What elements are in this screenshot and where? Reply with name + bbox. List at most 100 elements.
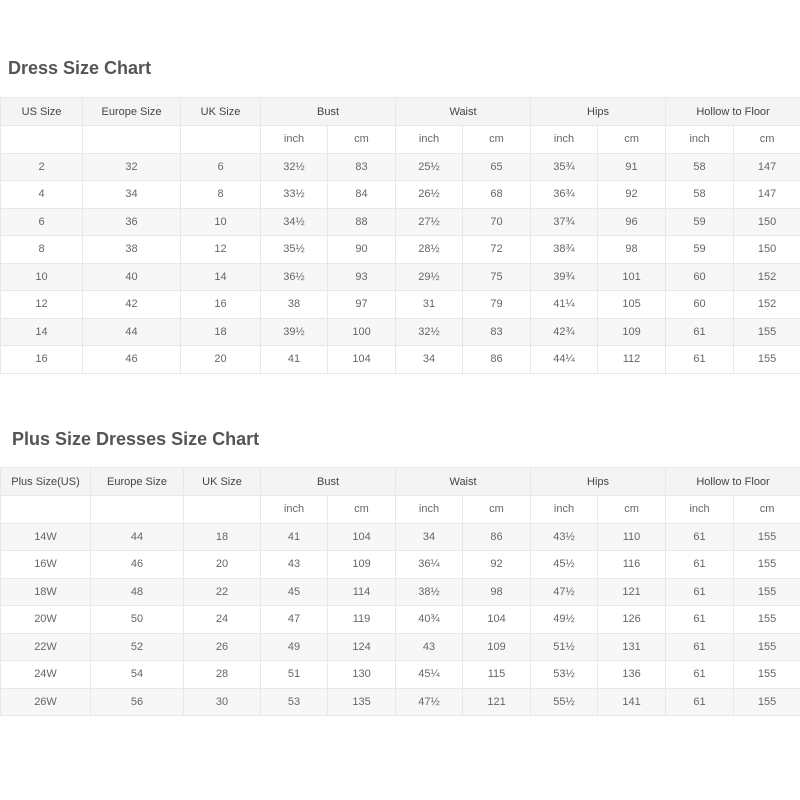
table-cell: 86 — [462, 522, 532, 551]
table-cell: 18W — [0, 577, 91, 606]
table-cell: 45 — [260, 577, 328, 606]
table-row: 24W 54 28 51 130 45¼ 115 53½ 136 61 155 — [0, 660, 800, 689]
table-cell: 32 — [82, 152, 181, 181]
table-cell: 2 — [0, 152, 83, 181]
table-cell: 29½ — [395, 262, 464, 291]
table-cell: 130 — [326, 660, 397, 689]
table-cell: 42¾ — [530, 317, 599, 346]
table-cell: 98 — [462, 577, 532, 606]
table-cell: 92 — [462, 550, 532, 579]
table-cell: 150 — [733, 207, 800, 236]
table-cell: 38¾ — [530, 235, 599, 264]
table-cell: 33½ — [260, 180, 328, 209]
table-cell: 84 — [326, 180, 397, 209]
table-cell: 26½ — [395, 180, 464, 209]
table-cell: 59 — [665, 235, 735, 264]
table-cell: 12 — [180, 235, 261, 264]
table-cell: 155 — [733, 550, 800, 579]
table-cell: 34½ — [260, 207, 328, 236]
table-cell: 109 — [326, 550, 397, 579]
table-cell: 36½ — [260, 262, 328, 291]
table-cell: 44 — [90, 522, 184, 551]
unit-header: inch — [395, 495, 464, 524]
table-cell: 119 — [326, 605, 397, 634]
table-cell: 101 — [597, 262, 667, 291]
table-row: 20W 50 24 47 119 40¾ 104 49½ 126 61 155 — [0, 605, 800, 634]
unit-header: cm — [733, 125, 800, 154]
table-cell: 97 — [326, 290, 397, 319]
table-cell: 36 — [82, 207, 181, 236]
table-cell: 112 — [597, 345, 667, 374]
unit-header: inch — [665, 495, 735, 524]
empty-cell — [180, 125, 261, 154]
table-cell: 60 — [665, 290, 735, 319]
table-cell: 105 — [597, 290, 667, 319]
table-cell: 46 — [82, 345, 181, 374]
column-header: Bust — [259, 97, 397, 126]
empty-cell — [90, 495, 184, 524]
table-cell: 61 — [665, 345, 735, 374]
column-header: Waist — [395, 97, 532, 126]
table-cell: 56 — [90, 687, 184, 716]
table-cell: 41 — [260, 345, 328, 374]
table-cell: 96 — [597, 207, 667, 236]
table-cell: 27½ — [395, 207, 464, 236]
table-cell: 10 — [180, 207, 261, 236]
table-cell: 155 — [733, 317, 800, 346]
table-cell: 55½ — [530, 687, 599, 716]
table-cell: 91 — [597, 152, 667, 181]
table-cell: 61 — [665, 687, 735, 716]
unit-header: cm — [326, 125, 397, 154]
table-cell: 34 — [82, 180, 181, 209]
table-cell: 8 — [0, 235, 83, 264]
table-cell: 43 — [260, 550, 328, 579]
unit-header: cm — [597, 125, 667, 154]
unit-row: inch cm inch cm inch cm inch cm — [0, 495, 800, 524]
table-cell: 20 — [180, 345, 261, 374]
table-cell: 124 — [326, 632, 397, 661]
table-cell: 50 — [90, 605, 184, 634]
table-cell: 24W — [0, 660, 91, 689]
table-cell: 52 — [90, 632, 184, 661]
table-cell: 48 — [90, 577, 184, 606]
table-cell: 60 — [665, 262, 735, 291]
column-header: Europe Size — [90, 467, 184, 496]
table-cell: 61 — [665, 632, 735, 661]
empty-cell — [0, 125, 83, 154]
table-cell: 22W — [0, 632, 91, 661]
table-cell: 45¼ — [395, 660, 464, 689]
table-row: 6 36 10 34½ 88 27½ 70 37¾ 96 59 150 — [0, 207, 800, 236]
unit-header: inch — [260, 125, 328, 154]
table-row: 16W 46 20 43 109 36¼ 92 45½ 116 61 155 — [0, 550, 800, 579]
table-cell: 38½ — [395, 577, 464, 606]
table-row: 16 46 20 41 104 34 86 44¼ 112 61 155 — [0, 345, 800, 374]
table-row: 14 44 18 39½ 100 32½ 83 42¾ 109 61 155 — [0, 317, 800, 346]
table-cell: 155 — [733, 687, 800, 716]
empty-cell — [183, 495, 261, 524]
empty-cell — [82, 125, 181, 154]
table-cell: 83 — [462, 317, 532, 346]
table-cell: 155 — [733, 345, 800, 374]
table-cell: 152 — [733, 262, 800, 291]
table-cell: 104 — [326, 345, 397, 374]
table-row: 2 32 6 32½ 83 25½ 65 35¾ 91 58 147 — [0, 152, 800, 181]
table-cell: 88 — [326, 207, 397, 236]
table-cell: 8 — [180, 180, 261, 209]
table-cell: 114 — [326, 577, 397, 606]
table-cell: 72 — [462, 235, 532, 264]
table-cell: 40¾ — [395, 605, 464, 634]
unit-header: cm — [597, 495, 667, 524]
table-cell: 104 — [462, 605, 532, 634]
table-row: 4 34 8 33½ 84 26½ 68 36¾ 92 58 147 — [0, 180, 800, 209]
table-cell: 65 — [462, 152, 532, 181]
table-cell: 46 — [90, 550, 184, 579]
table-cell: 150 — [733, 235, 800, 264]
table-cell: 104 — [326, 522, 397, 551]
table-cell: 14 — [0, 317, 83, 346]
table-cell: 43 — [395, 632, 464, 661]
table-cell: 86 — [462, 345, 532, 374]
table-row: 12 42 16 38 97 31 79 41¼ 105 60 152 — [0, 290, 800, 319]
table-cell: 43½ — [530, 522, 599, 551]
table-cell: 61 — [665, 317, 735, 346]
table-cell: 83 — [326, 152, 397, 181]
